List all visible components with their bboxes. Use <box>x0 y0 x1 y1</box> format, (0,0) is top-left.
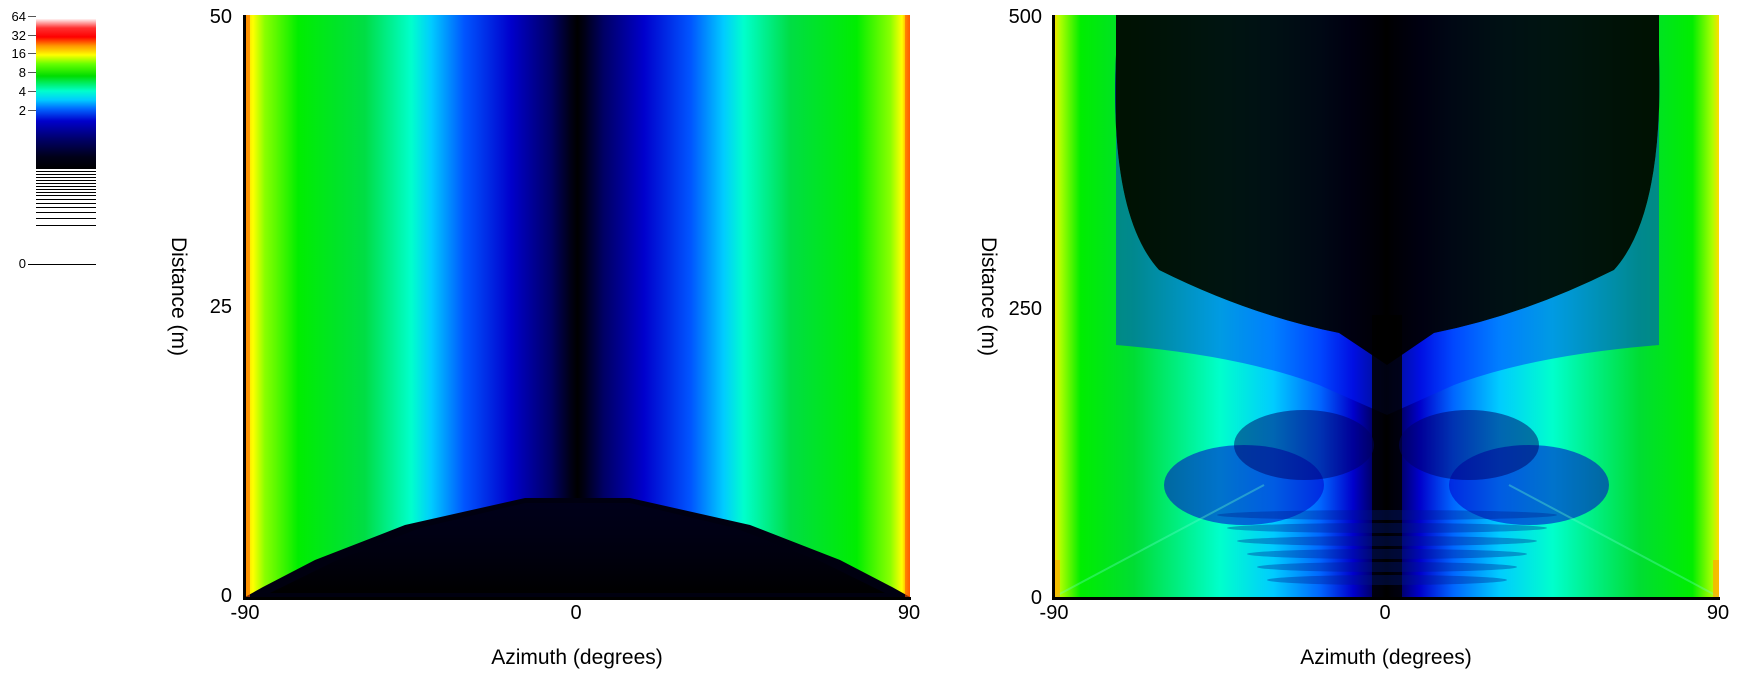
colorbar-line <box>36 218 96 219</box>
colorbar-line <box>36 189 96 190</box>
right-far-field-dark-region <box>1115 15 1660 365</box>
colorbar-gradient <box>36 19 96 169</box>
colorbar-line <box>36 183 96 184</box>
colorbar-line <box>36 225 96 226</box>
colorbar: 64 32 16 8 4 2 0 <box>0 0 110 280</box>
right-x-axis-label: Azimuth (degrees) <box>1300 646 1472 669</box>
right-y-tick: 0 <box>1030 587 1042 609</box>
left-x-tick: -90 <box>230 602 260 624</box>
left-y-tick: 25 <box>209 296 232 318</box>
colorbar-tick-label: 16 <box>11 46 26 61</box>
colorbar-tick-label: 2 <box>18 103 26 118</box>
colorbar-tick-mark <box>28 110 36 111</box>
left-x-axis-label: Azimuth (degrees) <box>491 646 663 669</box>
right-y-tick: 500 <box>1008 6 1042 28</box>
left-heatmap-plot <box>245 15 910 597</box>
colorbar-line <box>36 199 96 200</box>
colorbar-line <box>36 180 96 181</box>
colorbar-tick-label: 8 <box>18 65 26 80</box>
colorbar-zero-line <box>28 264 96 265</box>
colorbar-tick-mark <box>28 35 36 36</box>
colorbar-line-scale <box>36 171 96 271</box>
colorbar-line <box>36 186 96 187</box>
left-x-tick: 90 <box>897 602 921 624</box>
right-heatmap-image <box>1054 15 1719 597</box>
left-x-tick: 0 <box>570 602 582 624</box>
right-y-tick: 250 <box>1008 298 1042 320</box>
left-y-tick: 0 <box>220 585 232 607</box>
colorbar-line <box>36 192 96 193</box>
colorbar-line <box>36 174 96 175</box>
left-x-axis <box>243 597 911 600</box>
colorbar-line <box>36 212 96 213</box>
colorbar-tick-mark <box>28 91 36 92</box>
colorbar-line <box>36 171 96 172</box>
colorbar-tick-mark <box>28 72 36 73</box>
right-x-tick: 0 <box>1379 602 1391 624</box>
left-y-tick: 50 <box>209 6 232 28</box>
colorbar-line <box>36 207 96 208</box>
colorbar-tick-label: 32 <box>11 28 26 43</box>
left-y-axis-label: Distance (m) <box>167 237 190 357</box>
left-heatmap-panel: 50 25 0 -90 0 90 Azimuth (degrees) Dista… <box>167 6 920 669</box>
right-heatmap-panel: 500 250 0 -90 0 90 Azimuth (degrees) Dis… <box>920 0 1750 689</box>
right-x-axis <box>1052 597 1720 600</box>
left-heatmap-image <box>245 15 910 597</box>
right-heatmap-plot <box>1054 15 1719 597</box>
colorbar-line <box>36 177 96 178</box>
right-x-tick: -90 <box>1039 602 1069 624</box>
colorbar-tick-mark <box>28 16 36 17</box>
colorbar-tick-label: 4 <box>18 84 26 99</box>
left-y-axis <box>243 15 246 600</box>
right-y-axis <box>1052 15 1055 600</box>
right-y-axis-label: Distance (m) <box>977 237 1000 357</box>
colorbar-line <box>36 195 96 196</box>
colorbar-tick-label: 64 <box>11 9 26 24</box>
colorbar-tick-label: 0 <box>18 256 26 271</box>
colorbar-tick-mark <box>28 53 36 54</box>
colorbar-line <box>36 203 96 204</box>
right-x-tick: 90 <box>1706 602 1730 624</box>
